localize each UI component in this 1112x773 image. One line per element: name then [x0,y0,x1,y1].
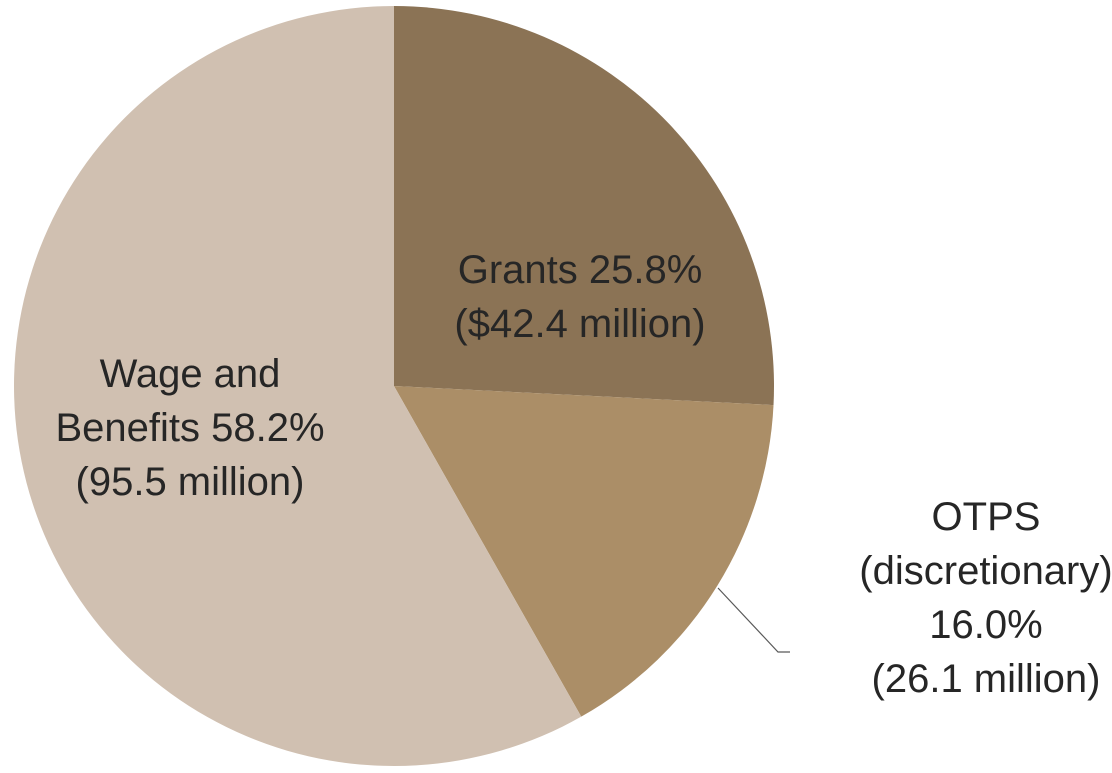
slice-label-line: 16.0% [929,603,1042,647]
slice-label-line: (26.1 million) [872,657,1101,701]
pie-slice-wage-and-benefits [14,6,582,766]
slice-label-otps-discretionary: OTPS (discretionary) 16.0% (26.1 million) [859,495,1112,701]
pie-slice-otps-discretionary [394,386,774,717]
slice-label-line: Grants 25.8% [458,248,703,292]
pie-labels: Grants 25.8% ($42.4 million) OTPS (discreti… [55,248,1112,701]
slice-label-line: (discretionary) [859,549,1112,593]
slice-label-line: Benefits 58.2% [55,406,324,450]
slice-label-grants: Grants 25.8% ($42.4 million) [454,248,705,346]
slice-label-line: OTPS [932,495,1041,539]
slice-label-wage-and-benefits: Wage and Benefits 58.2% (95.5 million) [55,352,324,504]
slice-label-line: ($42.4 million) [454,302,705,346]
slice-label-line: Wage and [100,352,281,396]
pie-slice-grants [394,6,774,406]
otps-leader-line [717,587,790,653]
slice-label-line: (95.5 million) [76,460,305,504]
pie-slices [14,6,774,766]
